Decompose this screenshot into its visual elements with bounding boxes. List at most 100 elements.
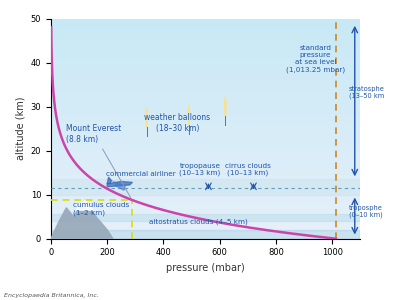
Text: stratosphe
(13–50 km: stratosphe (13–50 km bbox=[349, 86, 385, 99]
Bar bbox=[51, 153, 360, 155]
Circle shape bbox=[146, 108, 147, 127]
Bar bbox=[51, 93, 360, 96]
Bar bbox=[51, 80, 360, 83]
Bar bbox=[51, 74, 360, 76]
Bar bbox=[51, 195, 360, 197]
Text: tropopause
(10–13 km): tropopause (10–13 km) bbox=[179, 163, 221, 176]
Bar bbox=[51, 214, 360, 221]
Bar bbox=[51, 199, 360, 201]
Bar bbox=[51, 137, 360, 140]
Bar bbox=[51, 62, 360, 65]
Bar bbox=[51, 78, 360, 80]
Bar bbox=[51, 124, 360, 126]
Text: cumulus clouds
(1–2 km): cumulus clouds (1–2 km) bbox=[74, 202, 130, 216]
Bar bbox=[51, 67, 360, 69]
Bar bbox=[51, 177, 360, 179]
Text: commercial airliner: commercial airliner bbox=[106, 171, 176, 177]
Bar bbox=[51, 29, 360, 32]
Bar bbox=[51, 126, 360, 129]
Bar bbox=[51, 111, 360, 113]
Polygon shape bbox=[76, 200, 93, 210]
Text: Mount Everest
(8.8 km): Mount Everest (8.8 km) bbox=[66, 124, 131, 198]
Bar bbox=[51, 148, 360, 151]
Text: altostratus clouds (4–5 km): altostratus clouds (4–5 km) bbox=[149, 218, 248, 225]
Text: troposphe
(0–10 km): troposphe (0–10 km) bbox=[349, 205, 383, 218]
Bar bbox=[51, 91, 360, 93]
Bar bbox=[51, 56, 360, 58]
Bar bbox=[51, 157, 360, 159]
Bar bbox=[51, 155, 360, 157]
Bar bbox=[51, 96, 360, 98]
Bar bbox=[51, 140, 360, 142]
Bar bbox=[51, 170, 360, 173]
Bar bbox=[51, 76, 360, 78]
Bar bbox=[51, 168, 360, 170]
Bar bbox=[51, 193, 360, 195]
Bar bbox=[51, 208, 360, 210]
Bar bbox=[51, 89, 360, 91]
Bar bbox=[51, 23, 360, 25]
Bar bbox=[51, 226, 360, 228]
Bar bbox=[51, 34, 360, 36]
Bar bbox=[51, 85, 360, 87]
Bar bbox=[51, 116, 360, 118]
Polygon shape bbox=[116, 183, 126, 190]
Bar bbox=[51, 87, 360, 89]
Bar bbox=[51, 118, 360, 120]
Text: weather balloons
(18–30 km): weather balloons (18–30 km) bbox=[144, 113, 210, 133]
Bar bbox=[51, 19, 360, 21]
Bar bbox=[51, 230, 360, 232]
Bar bbox=[51, 203, 360, 206]
Bar bbox=[51, 40, 360, 43]
Bar bbox=[51, 102, 360, 104]
Bar bbox=[51, 69, 360, 71]
Bar bbox=[51, 135, 360, 137]
Y-axis label: altitude (km): altitude (km) bbox=[15, 97, 25, 160]
Bar bbox=[51, 236, 360, 239]
Bar bbox=[51, 186, 360, 188]
Polygon shape bbox=[51, 200, 113, 239]
Bar bbox=[51, 52, 360, 54]
Bar bbox=[51, 175, 360, 177]
Bar bbox=[51, 188, 360, 190]
Circle shape bbox=[225, 97, 226, 116]
Bar bbox=[51, 230, 360, 239]
Bar bbox=[51, 210, 360, 212]
Bar bbox=[51, 144, 360, 146]
Bar bbox=[51, 71, 360, 74]
Bar bbox=[51, 25, 360, 27]
Bar bbox=[51, 190, 360, 193]
Bar bbox=[51, 179, 360, 195]
Bar bbox=[51, 197, 360, 199]
Bar bbox=[51, 228, 360, 230]
Bar bbox=[51, 131, 360, 133]
Bar bbox=[51, 234, 360, 236]
Bar bbox=[51, 133, 360, 135]
Bar bbox=[51, 82, 360, 85]
Polygon shape bbox=[107, 182, 132, 187]
Bar bbox=[51, 122, 360, 124]
Bar bbox=[51, 173, 360, 175]
Bar bbox=[51, 182, 360, 184]
Bar bbox=[51, 104, 360, 106]
Bar bbox=[51, 65, 360, 67]
Bar bbox=[51, 223, 360, 226]
Bar bbox=[51, 206, 360, 208]
Bar bbox=[51, 38, 360, 40]
Bar bbox=[51, 129, 360, 131]
Bar bbox=[51, 47, 360, 49]
Bar bbox=[51, 58, 360, 60]
Bar bbox=[51, 21, 360, 23]
Circle shape bbox=[188, 106, 189, 125]
Bar bbox=[51, 146, 360, 148]
Bar bbox=[51, 166, 360, 168]
Bar bbox=[51, 159, 360, 162]
Bar bbox=[51, 36, 360, 38]
Polygon shape bbox=[51, 200, 113, 239]
Bar bbox=[51, 232, 360, 234]
Bar bbox=[51, 54, 360, 56]
Bar bbox=[51, 43, 360, 45]
Bar bbox=[51, 162, 360, 164]
Bar bbox=[51, 221, 360, 223]
Bar bbox=[51, 109, 360, 111]
